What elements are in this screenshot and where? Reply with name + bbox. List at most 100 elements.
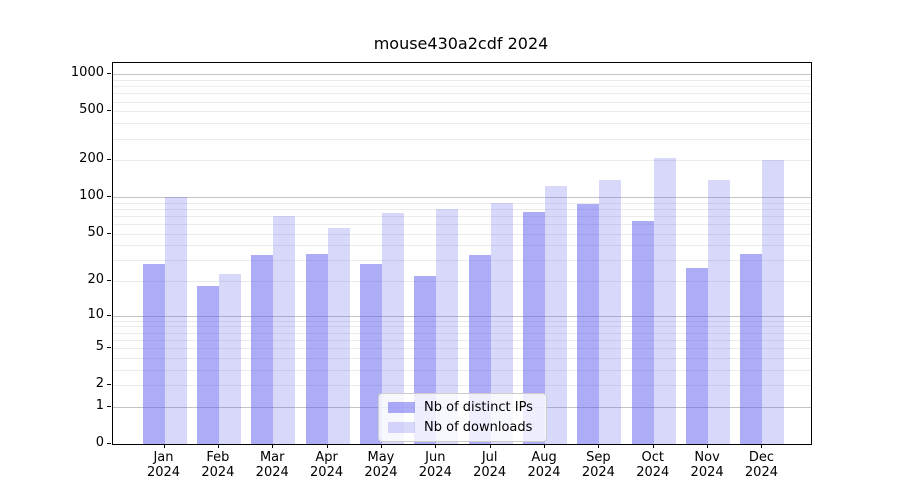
x-tick-jun [435,444,437,448]
gridline-minor-5 [113,348,811,350]
bar-downloads-jan [164,197,187,444]
bar-distinct-ips-sep [577,204,600,444]
y-tick-200 [107,159,111,161]
gridline-major-1000 [113,74,811,76]
y-tick-1000 [107,73,111,75]
bar-downloads-apr [327,227,350,444]
legend-swatch-distinct-ips [388,402,415,413]
x-tick-aug [544,444,546,448]
x-tick-label-mar: Mar 2024 [255,450,289,480]
y-tick-100 [107,196,111,198]
bar-downloads-may [381,212,404,444]
gridline-minor-90 [113,202,811,204]
y-tick-label-20: 20 [87,272,104,288]
gridline-minor-8 [113,326,811,328]
bar-distinct-ips-mar [251,255,274,444]
y-tick-label-10: 10 [87,306,104,322]
y-tick-20 [107,280,111,282]
y-tick-label-200: 200 [79,151,104,167]
legend-label-downloads: Nb of downloads [424,420,533,435]
x-tick-label-feb: Feb 2024 [201,450,235,480]
y-tick-0 [107,443,111,444]
legend: Nb of distinct IPs Nb of downloads [378,393,547,442]
bar-distinct-ips-feb [196,286,219,444]
y-tick-1 [107,405,111,407]
x-tick-label-dec: Dec 2024 [744,450,778,480]
bar-distinct-ips-dec [740,253,763,444]
bar-downloads-mar [273,215,296,444]
y-tick-50 [107,232,111,234]
bar-distinct-ips-may [359,263,382,444]
gridline-major-10 [113,315,811,317]
gridline-minor-70 [113,215,811,217]
gridline-minor-2 [113,385,811,387]
gridline-minor-4 [113,357,811,359]
x-tick-label-aug: Aug 2024 [527,450,561,480]
gridline-minor-900 [113,79,811,81]
gridline-minor-200 [113,160,811,162]
gridline-minor-300 [113,138,811,140]
bar-downloads-jul [490,203,513,444]
x-tick-label-jun: Jun 2024 [418,450,452,480]
x-tick-label-oct: Oct 2024 [636,450,670,480]
x-tick-label-jan: Jan 2024 [146,450,181,480]
y-tick-10 [107,314,111,316]
y-tick-label-2: 2 [95,376,104,392]
y-tick-500 [107,110,111,112]
x-tick-label-jul: Jul 2024 [473,450,507,480]
x-tick-sep [598,444,600,448]
gridline-minor-30 [113,260,811,262]
bar-distinct-ips-jan [142,263,165,444]
y-tick-label-0: 0 [95,435,104,450]
y-tick-label-5: 5 [95,339,104,355]
x-tick-dec [761,444,763,448]
gridline-minor-6 [113,339,811,341]
x-tick-nov [707,444,709,448]
bar-downloads-aug [545,186,568,444]
x-tick-oct [652,444,654,448]
gridline-minor-3 [113,369,811,371]
y-tick-label-500: 500 [79,102,104,118]
plot-area [112,62,812,445]
gridline-minor-9 [113,320,811,322]
gridline-minor-80 [113,208,811,210]
x-tick-may [380,444,382,448]
x-tick-label-sep: Sep 2024 [581,450,615,480]
legend-item-distinct-ips: Nb of distinct IPs [388,400,533,415]
gridline-minor-800 [113,86,811,88]
x-tick-apr [326,444,328,448]
y-tick-2 [107,384,111,386]
gridline-minor-700 [113,93,811,95]
legend-label-distinct-ips: Nb of distinct IPs [424,400,533,415]
x-tick-mar [272,444,274,448]
y-tick-label-50: 50 [87,224,104,240]
bar-distinct-ips-nov [686,267,709,444]
x-tick-jul [489,444,491,448]
legend-swatch-downloads [388,422,415,433]
bar-downloads-dec [762,160,785,444]
gridline-minor-7 [113,332,811,334]
x-tick-feb [217,444,219,448]
bar-distinct-ips-oct [631,220,654,444]
bar-downloads-oct [653,157,676,444]
chart-title: mouse430a2cdf 2024 [373,34,549,53]
gridline-minor-600 [113,101,811,103]
gridline-minor-40 [113,245,811,247]
y-tick-label-1000: 1000 [70,65,104,81]
bar-downloads-jun [436,208,459,444]
x-tick-jan [163,444,165,448]
gridline-minor-400 [113,123,811,125]
x-tick-label-may: May 2024 [364,450,398,480]
x-tick-label-apr: Apr 2024 [310,450,344,480]
gridline-major-100 [113,197,811,199]
bar-distinct-ips-aug [523,212,546,444]
x-tick-label-nov: Nov 2024 [690,450,724,480]
gridline-minor-500 [113,111,811,113]
y-tick-label-100: 100 [79,188,104,204]
gridline-minor-60 [113,224,811,226]
bar-distinct-ips-apr [305,253,328,444]
legend-item-downloads: Nb of downloads [388,420,533,435]
bar-downloads-sep [599,179,622,444]
bar-downloads-feb [218,273,241,444]
